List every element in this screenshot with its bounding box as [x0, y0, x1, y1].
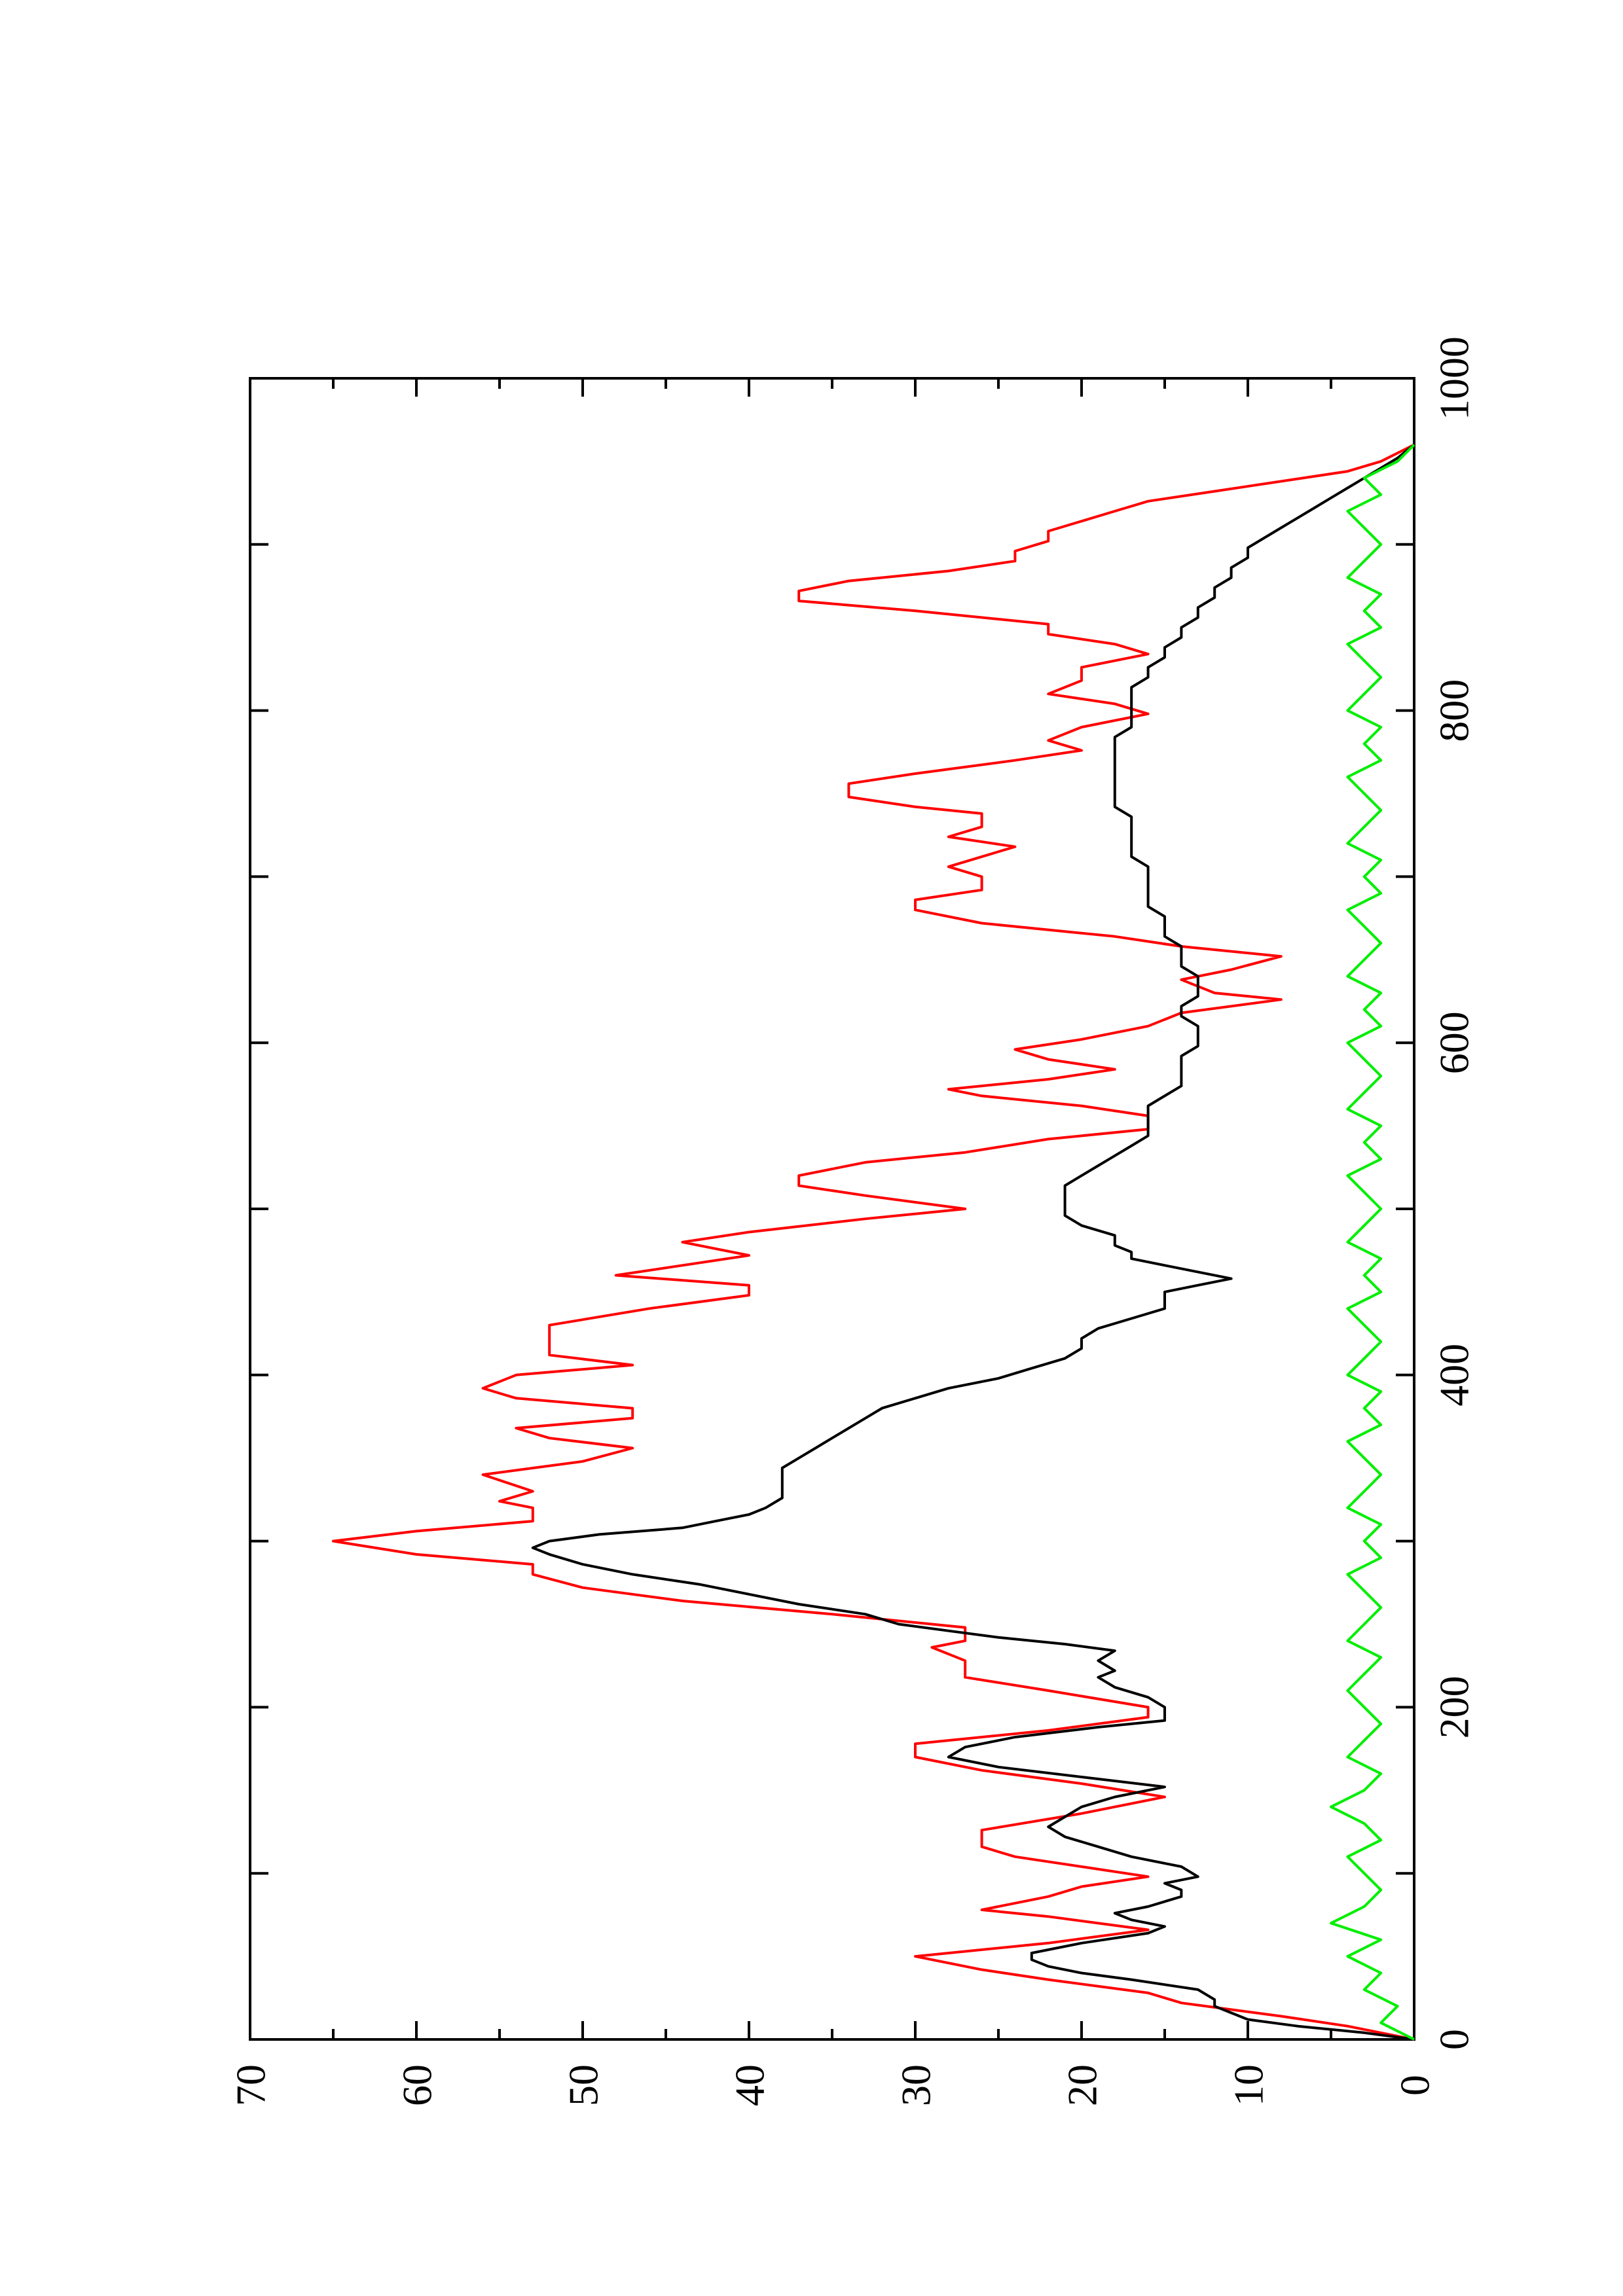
- series-line-2: [531, 443, 1415, 2041]
- x-tick-label: 1000: [1431, 336, 1477, 420]
- axis-tick-labels: 0 200 400 600 800 1000 0 10 20 30 40 50 60 70: [227, 336, 1477, 2106]
- x-tick-label: 600: [1431, 1011, 1477, 1074]
- series-line-1: [332, 443, 1415, 2041]
- x-tick-label: 800: [1431, 679, 1477, 742]
- y-tick-label: 60: [393, 2064, 440, 2106]
- plot-frame: [249, 377, 1415, 2041]
- x-tick-label: 200: [1431, 1676, 1477, 1738]
- series-line-3: [1330, 444, 1415, 2041]
- axis-ticks: [249, 377, 1415, 2041]
- y-tick-label: 0: [1391, 2075, 1438, 2096]
- y-tick-label: 50: [560, 2064, 606, 2106]
- y-tick-label: 20: [1059, 2064, 1105, 2106]
- y-tick-label: 10: [1225, 2064, 1271, 2106]
- series-lines: [332, 443, 1415, 2041]
- y-tick-label: 30: [892, 2064, 939, 2106]
- y-tick-label: 70: [227, 2064, 274, 2106]
- x-tick-label: 0: [1431, 2029, 1477, 2050]
- y-tick-label: 40: [726, 2064, 773, 2106]
- x-tick-label: 400: [1431, 1344, 1477, 1407]
